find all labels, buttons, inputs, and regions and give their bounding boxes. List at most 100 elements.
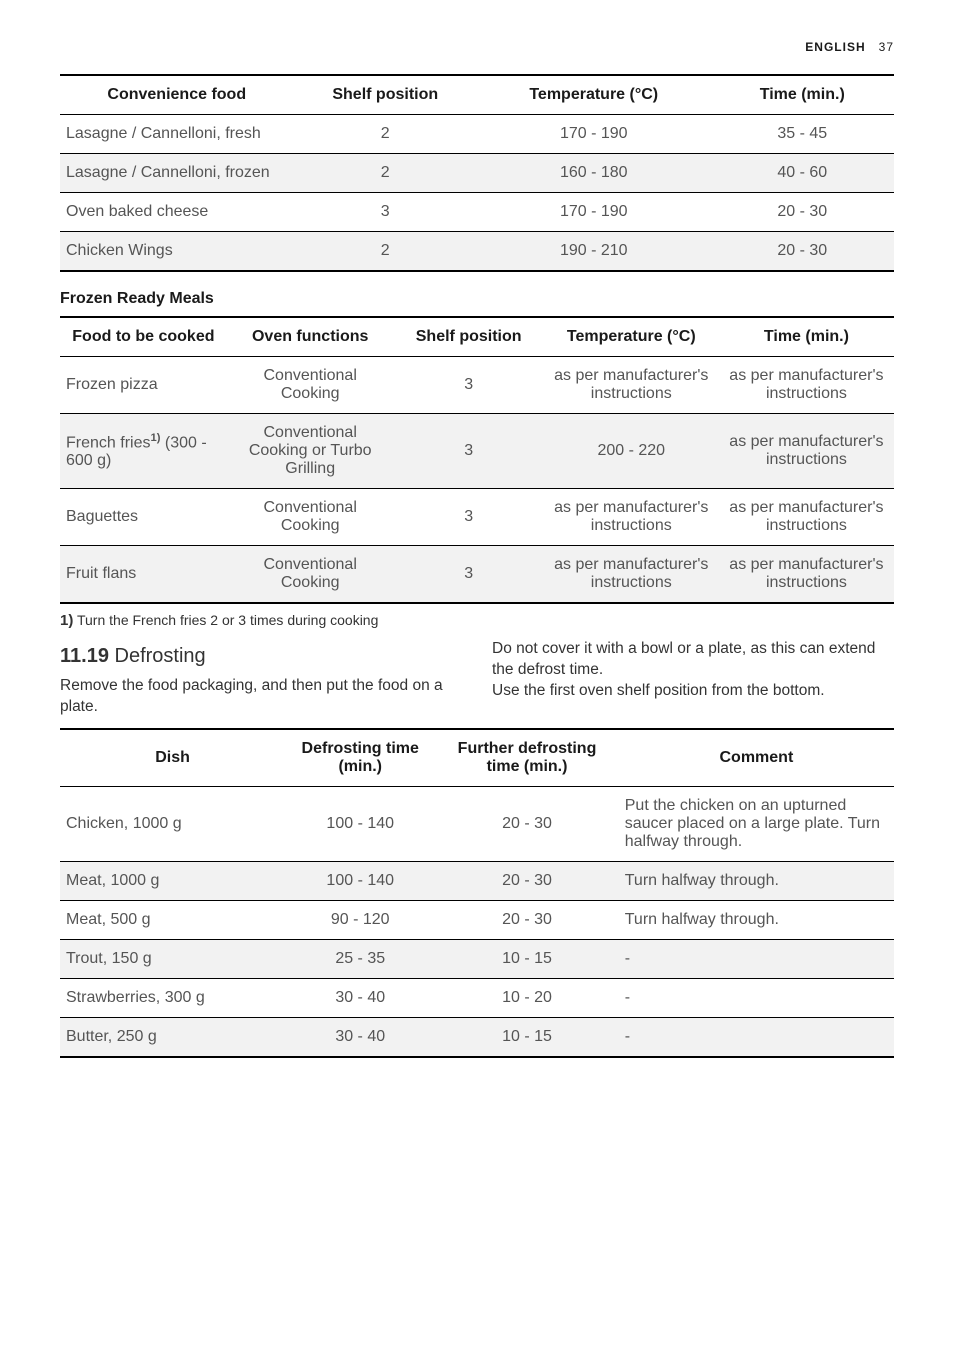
t1-h3: Time (min.) xyxy=(711,75,895,115)
table-cell: Turn halfway through. xyxy=(619,861,894,900)
table-cell: 20 - 30 xyxy=(711,193,895,232)
t1-body: Lasagne / Cannelloni, fresh2170 - 19035 … xyxy=(60,115,894,272)
table-cell: Trout, 150 g xyxy=(60,939,285,978)
page-number: 37 xyxy=(879,40,894,54)
table-cell: 20 - 30 xyxy=(435,900,618,939)
table-cell: as per manufacturer's instructions xyxy=(544,546,719,604)
table-row: Chicken, 1000 g100 - 14020 - 30Put the c… xyxy=(60,786,894,861)
t2-h3: Temperature (°C) xyxy=(544,317,719,357)
table-cell: Butter, 250 g xyxy=(60,1017,285,1057)
table-cell: Lasagne / Cannelloni, frozen xyxy=(60,154,294,193)
table-cell: 3 xyxy=(394,414,544,489)
subsection-name: Defrosting xyxy=(109,645,206,667)
body-left-text: Remove the food packaging, and then put … xyxy=(60,676,462,718)
table-cell: 3 xyxy=(394,546,544,604)
table-row: Meat, 1000 g100 - 14020 - 30Turn halfway… xyxy=(60,861,894,900)
table-cell: 170 - 190 xyxy=(477,115,711,154)
table-row: Lasagne / Cannelloni, fresh2170 - 19035 … xyxy=(60,115,894,154)
t3-body: Chicken, 1000 g100 - 14020 - 30Put the c… xyxy=(60,786,894,1057)
table-cell: 3 xyxy=(394,357,544,414)
table-cell: 2 xyxy=(294,115,477,154)
table-cell: 30 - 40 xyxy=(285,978,435,1017)
t1-h1: Shelf position xyxy=(294,75,477,115)
left-column: 11.19 Defrosting Remove the food packagi… xyxy=(60,639,462,718)
table-cell: 10 - 15 xyxy=(435,1017,618,1057)
table-row: Fruit flansConventional Cooking3as per m… xyxy=(60,546,894,604)
body-right-text: Do not cover it with a bowl or a plate, … xyxy=(492,639,894,702)
table-cell: Frozen pizza xyxy=(60,357,227,414)
subsection-title: 11.19 Defrosting xyxy=(60,643,462,670)
table-cell: 190 - 210 xyxy=(477,232,711,272)
table-cell: 35 - 45 xyxy=(711,115,895,154)
table-row: Butter, 250 g30 - 4010 - 15- xyxy=(60,1017,894,1057)
t3-h0: Dish xyxy=(60,729,285,787)
table-cell: - xyxy=(619,978,894,1017)
table-cell: French fries1) (300 - 600 g) xyxy=(60,414,227,489)
table-cell: 25 - 35 xyxy=(285,939,435,978)
table-cell: Meat, 500 g xyxy=(60,900,285,939)
table-row: Lasagne / Cannelloni, frozen2160 - 18040… xyxy=(60,154,894,193)
table-row: Chicken Wings2190 - 21020 - 30 xyxy=(60,232,894,272)
table-cell: 40 - 60 xyxy=(711,154,895,193)
table-cell: Chicken, 1000 g xyxy=(60,786,285,861)
table-cell: 20 - 30 xyxy=(435,861,618,900)
table-cell: 30 - 40 xyxy=(285,1017,435,1057)
table-cell: 10 - 15 xyxy=(435,939,618,978)
table-row: BaguettesConventional Cooking3as per man… xyxy=(60,489,894,546)
table-cell: 170 - 190 xyxy=(477,193,711,232)
footnote-number: 1) xyxy=(60,612,73,629)
header-language: ENGLISH xyxy=(805,40,865,54)
table-row: Strawberries, 300 g30 - 4010 - 20- xyxy=(60,978,894,1017)
t3-h3: Comment xyxy=(619,729,894,787)
t2-h2: Shelf position xyxy=(394,317,544,357)
table-cell: Fruit flans xyxy=(60,546,227,604)
table-cell: as per manufacturer's instructions xyxy=(544,489,719,546)
table-cell: 3 xyxy=(394,489,544,546)
defrosting-intro: 11.19 Defrosting Remove the food packagi… xyxy=(60,639,894,718)
table-row: French fries1) (300 - 600 g)Conventional… xyxy=(60,414,894,489)
t1-h2: Temperature (°C) xyxy=(477,75,711,115)
table-cell: 100 - 140 xyxy=(285,786,435,861)
table-cell: Strawberries, 300 g xyxy=(60,978,285,1017)
table-cell: Meat, 1000 g xyxy=(60,861,285,900)
table-cell: as per manufacturer's instructions xyxy=(719,357,894,414)
table-cell: Conventional Cooking xyxy=(227,357,394,414)
table-cell: Conventional Cooking or Turbo Grilling xyxy=(227,414,394,489)
t2-h0: Food to be cooked xyxy=(60,317,227,357)
t3-h2: Further defrosting time (min.) xyxy=(435,729,618,787)
table-row: Meat, 500 g90 - 12020 - 30Turn halfway t… xyxy=(60,900,894,939)
t2-h1: Oven functions xyxy=(227,317,394,357)
subsection-number: 11.19 xyxy=(60,645,109,667)
table-cell: Chicken Wings xyxy=(60,232,294,272)
t3-h1: Defrosting time (min.) xyxy=(285,729,435,787)
frozen-meals-heading: Frozen Ready Meals xyxy=(60,290,894,308)
table-cell: Put the chicken on an upturned saucer pl… xyxy=(619,786,894,861)
table-cell: 20 - 30 xyxy=(435,786,618,861)
defrosting-table: Dish Defrosting time (min.) Further defr… xyxy=(60,728,894,1058)
page-header: ENGLISH 37 xyxy=(60,40,894,54)
table-cell: 200 - 220 xyxy=(544,414,719,489)
t2-body: Frozen pizzaConventional Cooking3as per … xyxy=(60,357,894,604)
table-cell: Baguettes xyxy=(60,489,227,546)
t2-h4: Time (min.) xyxy=(719,317,894,357)
table-cell: 2 xyxy=(294,154,477,193)
table-row: Oven baked cheese3170 - 19020 - 30 xyxy=(60,193,894,232)
table-cell: Turn halfway through. xyxy=(619,900,894,939)
table-row: Frozen pizzaConventional Cooking3 as per … xyxy=(60,357,894,414)
table-cell: - xyxy=(619,1017,894,1057)
table-row: Trout, 150 g25 - 3510 - 15- xyxy=(60,939,894,978)
right-column: Do not cover it with a bowl or a plate, … xyxy=(492,639,894,718)
table-cell: Oven baked cheese xyxy=(60,193,294,232)
table-cell: 2 xyxy=(294,232,477,272)
table-cell: 3 xyxy=(294,193,477,232)
table-cell: 20 - 30 xyxy=(711,232,895,272)
footnote: 1) Turn the French fries 2 or 3 times du… xyxy=(60,612,894,629)
convenience-food-table: Convenience food Shelf position Temperat… xyxy=(60,74,894,272)
footnote-text: Turn the French fries 2 or 3 times durin… xyxy=(73,612,378,628)
table-cell: Lasagne / Cannelloni, fresh xyxy=(60,115,294,154)
table-cell: as per manufacturer's instructions xyxy=(719,489,894,546)
table-cell: Conventional Cooking xyxy=(227,546,394,604)
table-cell: 10 - 20 xyxy=(435,978,618,1017)
table-cell: 90 - 120 xyxy=(285,900,435,939)
table-cell: Conventional Cooking xyxy=(227,489,394,546)
